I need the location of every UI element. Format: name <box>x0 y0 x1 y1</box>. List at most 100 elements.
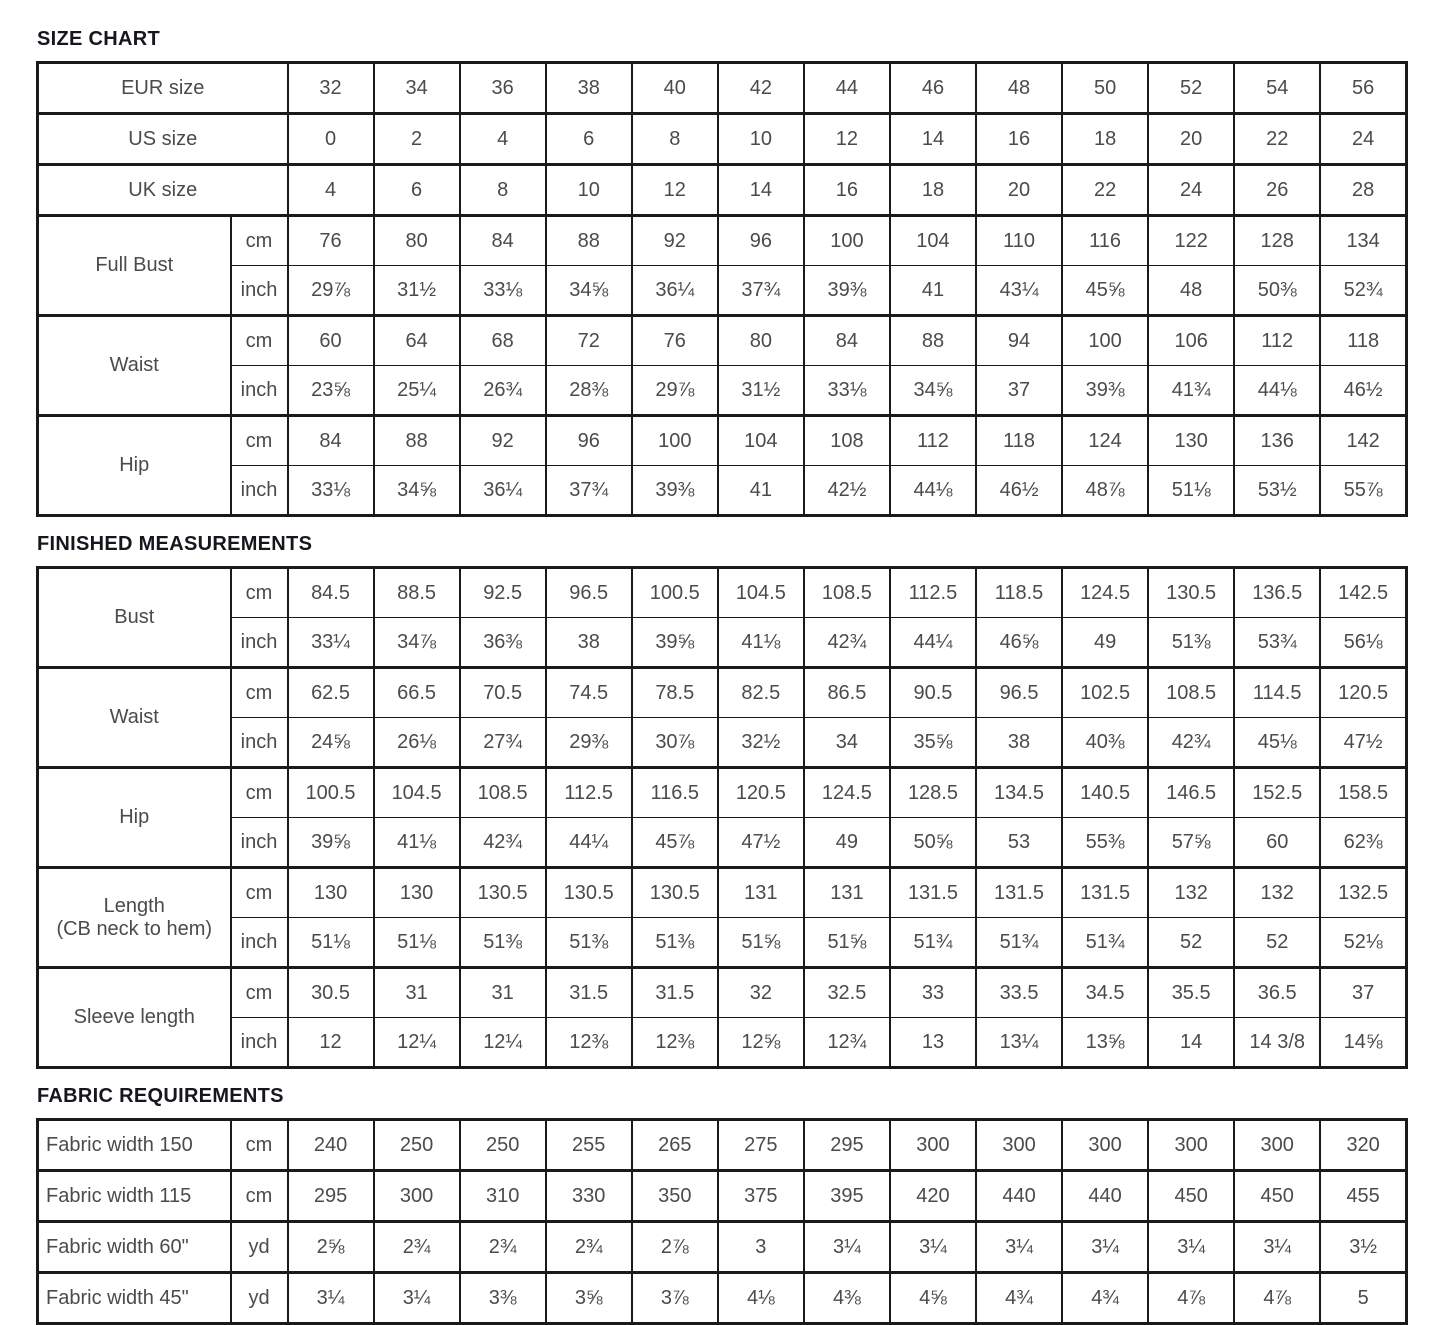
value-cell: 3½ <box>1319 1221 1408 1273</box>
value-cell: 48⅞ <box>1061 465 1150 516</box>
value-cell: 300 <box>974 1119 1064 1171</box>
value-cell: 130.5 <box>1147 567 1236 618</box>
value-cell: 250 <box>458 1119 547 1171</box>
value-cell: 23⅝ <box>286 365 375 416</box>
value-cell: 250 <box>372 1119 461 1171</box>
row-label: Fabric width 115 <box>36 1170 232 1222</box>
value-cell: 142.5 <box>1319 567 1408 618</box>
value-cell: 102.5 <box>1061 667 1150 718</box>
value-cell: 128.5 <box>888 767 978 818</box>
value-cell: 36¼ <box>458 465 547 516</box>
value-cell: 8 <box>458 164 547 216</box>
value-cell: 6 <box>544 113 633 165</box>
value-cell: 104 <box>716 415 805 466</box>
value-cell: 82.5 <box>716 667 805 718</box>
value-cell: 51¾ <box>888 917 978 968</box>
table-row: inch 23⅝ 25¼ 26¾ 28⅜ 29⅞ 31½ 33⅛ 34⅝ 37 39⅜ 41¾ 44⅛ 4… <box>37 365 1408 416</box>
value-cell: 134.5 <box>974 767 1064 818</box>
value-cell: 100 <box>630 415 719 466</box>
unit-label: cm <box>229 215 289 266</box>
unit-label: cm <box>229 867 289 918</box>
value-cell: 36.5 <box>1233 967 1322 1018</box>
value-cell: 51⅝ <box>802 917 891 968</box>
value-cell: 45⅞ <box>630 817 719 868</box>
table-row: Waist cm 60 64 68 72 76 80 84 88 94 100 106 112 118 <box>36 315 1408 416</box>
table-row: inch 33¼ 34⅞ 36⅜ 38 39⅝ 41⅛ 42¾ 44¼ 46⅝ 49 51⅜ 53¾ 56… <box>37 617 1408 668</box>
row-label: Hip <box>36 415 232 516</box>
value-cell: 41⅛ <box>716 617 805 668</box>
value-cell: 28⅜ <box>544 365 633 416</box>
value-cell: 51⅛ <box>372 917 461 968</box>
value-cell: 42 <box>716 62 805 114</box>
value-cell: 310 <box>458 1170 547 1222</box>
value-cell: 36⅜ <box>458 617 547 668</box>
value-cell: 2⅝ <box>286 1221 375 1273</box>
value-cell: 37 <box>1319 967 1408 1018</box>
value-cell: 51⅛ <box>286 917 375 968</box>
value-cell: 55⅞ <box>1319 465 1408 516</box>
value-cell: 2¾ <box>544 1221 633 1273</box>
value-cell: 130 <box>372 867 461 918</box>
value-cell: 51¾ <box>974 917 1064 968</box>
value-cell: 30⅞ <box>630 717 719 768</box>
value-cell: 34⅞ <box>372 617 461 668</box>
value-cell: 52¾ <box>1319 265 1408 316</box>
value-cell: 131.5 <box>888 867 978 918</box>
value-cell: 96.5 <box>544 567 633 618</box>
value-cell: 92 <box>458 415 547 466</box>
value-cell: 395 <box>802 1170 891 1222</box>
value-cell: 34.5 <box>1061 967 1150 1018</box>
value-cell: 96.5 <box>974 667 1064 718</box>
value-cell: 90.5 <box>888 667 978 718</box>
value-cell: 440 <box>974 1170 1064 1222</box>
value-cell: 31 <box>372 967 461 1018</box>
unit-label: cm <box>229 667 289 718</box>
value-cell: 49 <box>802 817 891 868</box>
value-cell: 53½ <box>1233 465 1322 516</box>
value-cell: 33.5 <box>974 967 1064 1018</box>
value-cell: 100 <box>802 215 891 266</box>
table-row: Bust cm 84.5 88.5 92.5 96.5 100.5 104.5 108.5 112… <box>36 567 1408 668</box>
value-cell: 22 <box>1233 113 1322 165</box>
value-cell: 41 <box>716 465 805 516</box>
value-cell: 56⅛ <box>1319 617 1408 668</box>
value-cell: 118 <box>975 415 1064 466</box>
value-cell: 116 <box>1061 215 1150 266</box>
value-cell: 300 <box>888 1119 978 1171</box>
table-row: US size 0 2 4 6 8 10 12 14 16 18 20 22 24 <box>36 113 1408 165</box>
value-cell: 14 3/8 <box>1233 1017 1322 1068</box>
value-cell: 108.5 <box>458 767 547 818</box>
value-cell: 112 <box>888 415 978 466</box>
value-cell: 44⅛ <box>1233 365 1322 416</box>
value-cell: 106 <box>1147 315 1236 366</box>
value-cell: 4⅝ <box>888 1272 978 1324</box>
value-cell: 35⅝ <box>888 717 978 768</box>
value-cell: 104.5 <box>716 567 805 618</box>
value-cell: 4 <box>286 164 375 216</box>
value-cell: 31.5 <box>630 967 719 1018</box>
value-cell: 4¾ <box>974 1272 1064 1324</box>
value-cell: 132.5 <box>1319 867 1408 918</box>
value-cell: 450 <box>1233 1170 1322 1222</box>
table-row: inch 39⅝ 41⅛ 42¾ 44¼ 45⅞ 47½ 49 50⅝ 53 55⅜ 57⅝ 60 62⅜ <box>37 817 1408 868</box>
value-cell: 72 <box>544 315 633 366</box>
value-cell: 3¼ <box>888 1221 978 1273</box>
value-cell: 10 <box>716 113 805 165</box>
value-cell: 84.5 <box>286 567 375 618</box>
row-label: Fabric width 150 <box>36 1119 232 1171</box>
value-cell: 33⅛ <box>286 465 375 516</box>
value-cell: 55⅜ <box>1061 817 1150 868</box>
value-cell: 52 <box>1147 62 1236 114</box>
value-cell: 350 <box>630 1170 719 1222</box>
value-cell: 13¼ <box>974 1017 1064 1068</box>
value-cell: 51⅜ <box>544 917 633 968</box>
value-cell: 49 <box>1061 617 1150 668</box>
value-cell: 76 <box>630 315 719 366</box>
table-row: UK size 4 6 8 10 12 14 16 18 20 22 24 26 28 <box>36 164 1408 216</box>
value-cell: 92 <box>630 215 719 266</box>
value-cell: 16 <box>975 113 1064 165</box>
value-cell: 100 <box>1061 315 1150 366</box>
row-label: Fabric width 45" <box>36 1272 232 1324</box>
row-label: US size <box>36 113 289 165</box>
value-cell: 92.5 <box>458 567 547 618</box>
